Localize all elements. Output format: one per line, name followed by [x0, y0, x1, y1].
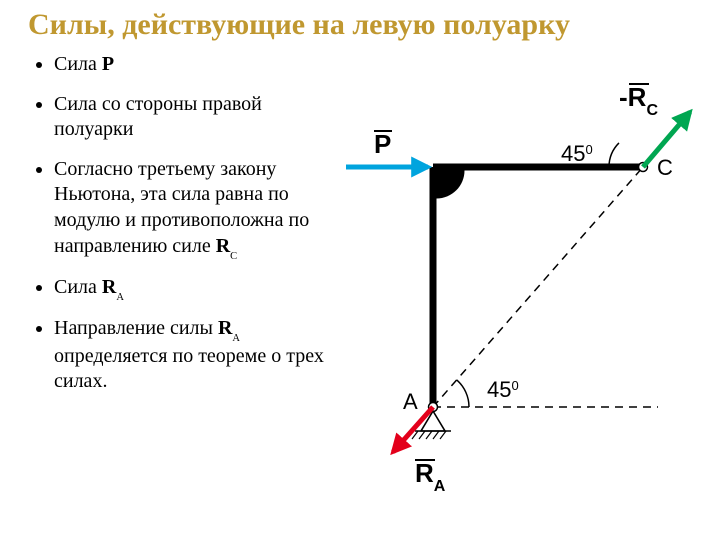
bullet-list: Сила P Сила со стороны правой полуарки С… — [28, 52, 338, 395]
label-force-RC: -RC — [619, 82, 658, 119]
bullet-3: Согласно третьему закону Ньютона, эта си… — [54, 157, 338, 261]
label-force-P: P — [374, 129, 391, 159]
angle-C-label: 450 — [561, 141, 593, 166]
angle-A-label: 450 — [487, 377, 519, 402]
label-A: A — [403, 389, 418, 414]
bullet-2: Сила со стороны правой полуарки — [54, 92, 338, 143]
text-column: Сила P Сила со стороны правой полуарки С… — [28, 52, 338, 409]
slide-title: Силы, действующие на левую полуарку — [28, 8, 700, 42]
force-diagram: 450450CAP-RCRA — [338, 52, 700, 409]
bullet-4: Сила RA — [54, 275, 338, 302]
bullet-1: Сила P — [54, 52, 338, 78]
bullet-5: Направление силы RA определяется по теор… — [54, 316, 338, 395]
label-force-RA: RA — [415, 458, 446, 495]
label-C: C — [657, 155, 673, 180]
